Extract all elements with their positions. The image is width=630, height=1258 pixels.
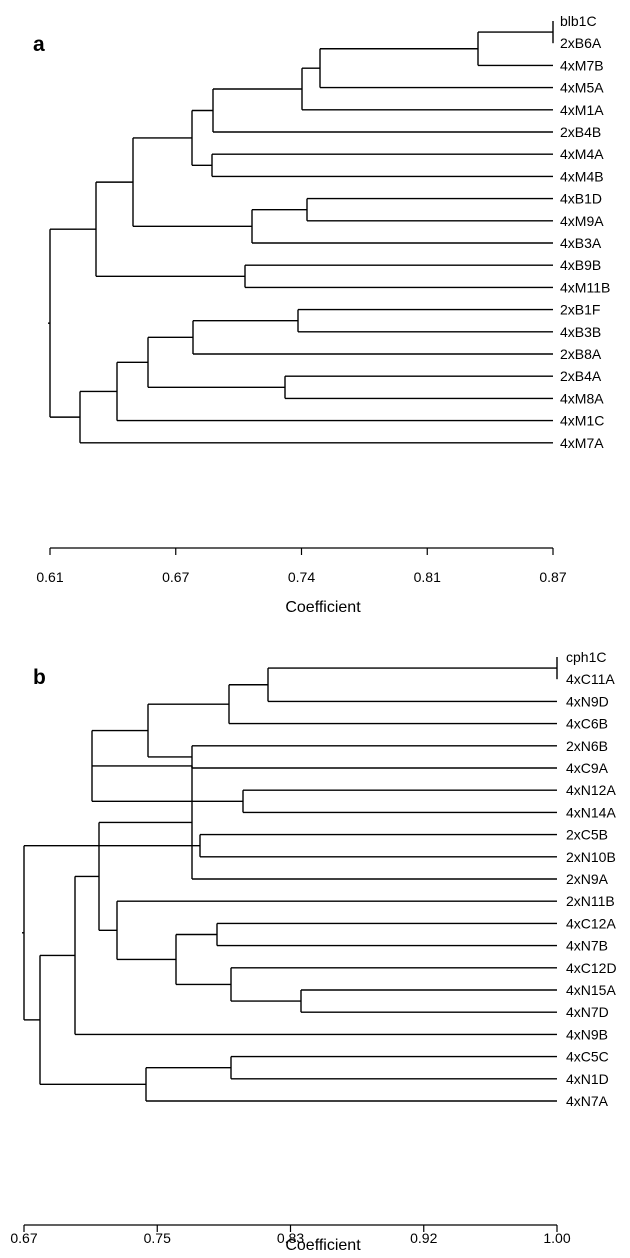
leaf-label: 4xM7A: [560, 435, 604, 451]
leaf-label: 4xM1A: [560, 102, 604, 118]
leaf-label: 4xN12A: [566, 782, 616, 798]
leaf-label: 2xC5B: [566, 827, 608, 843]
leaf-label: 4xM4A: [560, 146, 604, 162]
leaf-label: 4xM5A: [560, 80, 604, 96]
dendrogram-a-svg: a blb1C 2xB6A 4xM7B 4xM5A 4xM1A 2xB4B 4xM4A 4xM…: [33, 13, 610, 616]
leaf-label: 4xC5C: [566, 1049, 609, 1065]
tick-label: 0.87: [539, 569, 566, 585]
leaf-label: 4xM1C: [560, 413, 604, 429]
leaf-label: 2xB4A: [560, 368, 602, 384]
leaf-label: 4xC12A: [566, 915, 616, 931]
tick-label: 0.67: [10, 1230, 37, 1246]
leaf-labels: blb1C 2xB6A 4xM7B 4xM5A 4xM1A 2xB4B 4xM4A 4xM4B…: [560, 13, 610, 451]
leaf-label: 2xB6A: [560, 35, 602, 51]
leaf-label: 4xN14A: [566, 804, 616, 820]
leaf-label: 4xM9A: [560, 213, 604, 229]
leaf-label: 4xB9B: [560, 257, 601, 273]
leaf-label: 2xB8A: [560, 346, 602, 362]
dendrogram-tree: [48, 21, 554, 444]
coefficient-axis: 0.61 0.67 0.74 0.81 0.87: [36, 547, 567, 585]
panel-label: b: [33, 666, 46, 689]
leaf-label: 4xC6B: [566, 716, 608, 732]
leaf-labels: cph1C 4xC11A 4xN9D 4xC6B 2xN6B 4xC9A 4xN12A 4xN…: [566, 649, 617, 1109]
leaf-label: 4xN7A: [566, 1093, 609, 1109]
leaf-label: 4xN1D: [566, 1071, 609, 1087]
leaf-label: 4xN7B: [566, 938, 608, 954]
tick-label: 0.61: [36, 569, 63, 585]
leaf-label: blb1C: [560, 13, 597, 29]
coefficient-axis: 0.67 0.75 0.83 0.92 1.00: [10, 1224, 571, 1246]
leaf-label: 2xN9A: [566, 871, 609, 887]
axis-title: Coefficient: [285, 599, 361, 616]
tick-label: 0.74: [288, 569, 315, 585]
leaf-label: 2xB4B: [560, 124, 601, 140]
leaf-label: 4xB3B: [560, 324, 601, 340]
leaf-label: 4xN7D: [566, 1004, 609, 1020]
leaf-label: 4xC11A: [566, 671, 615, 687]
dendrogram-panel-a: a blb1C 2xB6A 4xM7B 4xM5A 4xM1A 2xB4B 4xM4A 4xM…: [33, 13, 610, 616]
leaf-label: 4xM7B: [560, 57, 604, 73]
leaf-label: 4xC12D: [566, 960, 617, 976]
leaf-label: 4xB1D: [560, 191, 602, 207]
leaf-label: 2xN11B: [566, 893, 615, 909]
dendrogram-tree: [22, 657, 558, 1102]
tick-label: 1.00: [543, 1230, 570, 1246]
leaf-label: 4xN15A: [566, 982, 616, 998]
dendrogram-b-svg: b cph1C 4xC11A 4xN9D 4xC6B 2xN6B 4xC9A 4xN12A 4…: [10, 649, 617, 1254]
tick-label: 0.67: [162, 569, 189, 585]
dendrogram-panel-b: b cph1C 4xC11A 4xN9D 4xC6B 2xN6B 4xC9A 4xN12A 4…: [0, 630, 630, 1258]
leaf-label: 4xB3A: [560, 235, 602, 251]
tick-label: 0.83: [277, 1230, 304, 1246]
leaf-label: 4xM4B: [560, 168, 604, 184]
leaf-label: 4xM11B: [560, 279, 610, 295]
tick-label: 0.75: [144, 1230, 171, 1246]
tick-label: 0.81: [414, 569, 441, 585]
leaf-label: 4xC9A: [566, 760, 609, 776]
leaf-label: cph1C: [566, 649, 606, 665]
leaf-label: 4xN9B: [566, 1026, 608, 1042]
panel-label: a: [33, 33, 45, 56]
leaf-label: 2xN6B: [566, 738, 608, 754]
tick-label: 0.92: [410, 1230, 437, 1246]
leaf-label: 2xB1F: [560, 302, 600, 318]
leaf-label: 4xM8A: [560, 390, 604, 406]
leaf-label: 4xN9D: [566, 693, 609, 709]
leaf-label: 2xN10B: [566, 849, 616, 865]
axis-title: Coefficient: [285, 1237, 361, 1254]
